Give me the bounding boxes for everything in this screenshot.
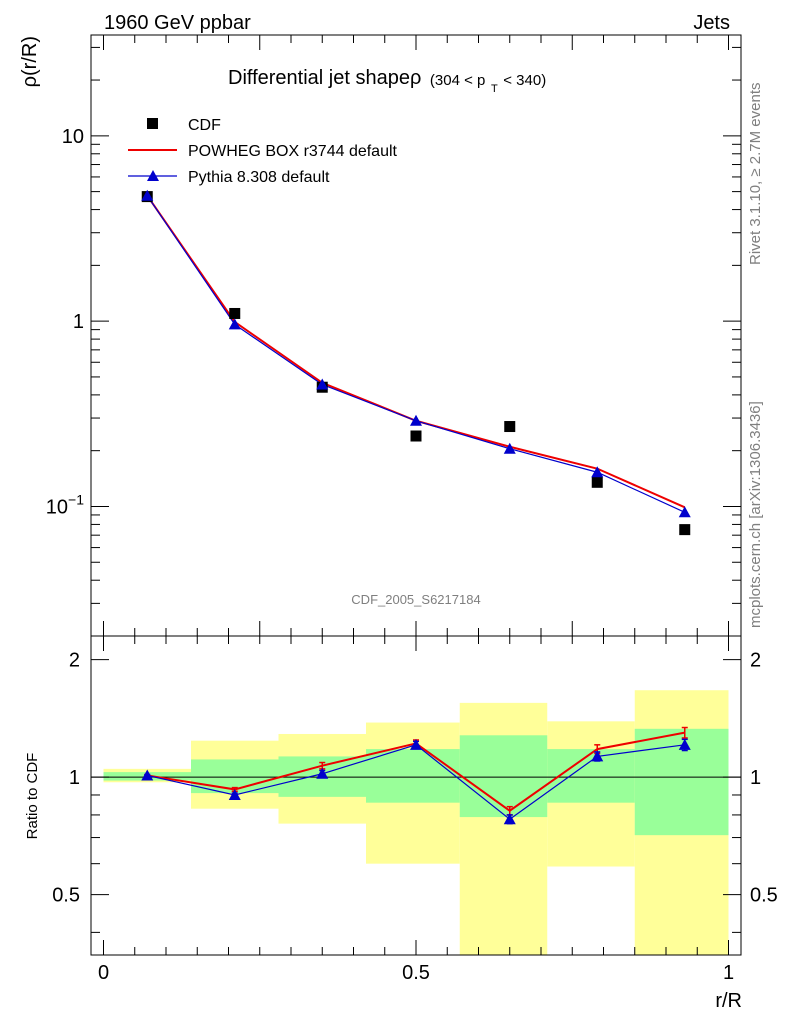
- ratio-x-tick-label: 1: [723, 962, 734, 984]
- data-point-triangle: [678, 506, 691, 518]
- ratio-point-triangle: [591, 750, 604, 762]
- main-y-axis-label: ρ(r/R): [19, 36, 41, 87]
- ratio-uncertainty-bands: [103, 690, 729, 955]
- header-right-label: Jets: [693, 12, 730, 34]
- data-point-triangle: [503, 442, 516, 454]
- ratio-axis-ticks: 2 2 1 1 0.5 0.5 0 0.5 1: [52, 636, 778, 984]
- ratio-plot-panel: 2 2 1 1 0.5 0.5 0 0.5 1 Ratio to CDF r/R: [24, 635, 778, 1012]
- inner-uncertainty-band: [366, 749, 460, 803]
- legend-marker-cdf: [147, 118, 158, 129]
- main-y-tick-label: 1: [73, 311, 84, 333]
- main-axis-ticks: 10 1 10−1: [46, 35, 741, 637]
- data-point-square: [229, 307, 241, 319]
- ratio-y-tick-label-left: 0.5: [52, 885, 80, 907]
- ratio-point-triangle: [228, 788, 241, 800]
- data-point-square: [591, 476, 603, 488]
- ratio-y-tick-label-right: 2: [750, 650, 761, 672]
- data-point-triangle: [410, 414, 422, 426]
- main-y-tick-label: 10: [62, 126, 84, 148]
- inner-uncertainty-band: [547, 749, 635, 803]
- legend-label-cdf: CDF: [188, 117, 221, 134]
- data-point-square: [410, 430, 422, 442]
- legend-marker-pythia: [147, 170, 159, 181]
- ratio-point-triangle: [410, 738, 422, 750]
- legend-label-powheg: POWHEG BOX r3744 default: [188, 143, 398, 160]
- main-series-layer: [141, 189, 691, 536]
- ratio-plot-frame: [90, 635, 742, 956]
- analysis-watermark: CDF_2005_S6217184: [351, 592, 480, 607]
- ratio-point-triangle: [316, 767, 329, 779]
- main-plot-panel: 10 1 10−1 ρ(r/R) Differential jet shapeρ (…: [19, 34, 742, 637]
- ratio-point-triangle: [141, 769, 154, 781]
- data-point-triangle: [591, 466, 604, 478]
- ratio-x-tick-label: 0: [98, 962, 109, 984]
- data-point-triangle: [141, 189, 154, 201]
- header-left-label: 1960 GeV ppbar: [104, 12, 251, 34]
- chart-title: Differential jet shapeρ (304 < p T < 340…: [228, 67, 546, 97]
- x-axis-label: r/R: [715, 990, 742, 1012]
- main-series-line: [146, 195, 685, 513]
- data-point-square: [504, 421, 516, 433]
- ratio-point-triangle: [503, 813, 516, 825]
- ratio-y-tick-label-left: 2: [69, 650, 80, 672]
- legend-label-pythia: Pythia 8.308 default: [188, 169, 330, 186]
- ratio-series-layer: [141, 726, 691, 825]
- ratio-y-axis-label: Ratio to CDF: [24, 753, 41, 840]
- data-point-triangle: [316, 378, 329, 390]
- data-point-triangle: [228, 318, 241, 330]
- data-point-square: [679, 524, 691, 536]
- ratio-point-triangle: [678, 738, 691, 750]
- rivet-version-text: Rivet 3.1.10, ≥ 2.7M events: [747, 83, 764, 266]
- inner-uncertainty-band: [459, 735, 548, 818]
- ratio-y-tick-label-right: 1: [750, 767, 761, 789]
- main-y-tick-label: 10−1: [46, 491, 84, 518]
- ratio-y-tick-label-left: 1: [69, 767, 80, 789]
- main-series-line: [146, 195, 686, 509]
- ratio-x-tick-label: 0.5: [402, 962, 430, 984]
- mcplots-reference-text: mcplots.cern.ch [arXiv:1306.3436]: [747, 401, 764, 628]
- ratio-y-tick-label-right: 0.5: [750, 885, 778, 907]
- legend: CDF POWHEG BOX r3744 default Pythia 8.30…: [128, 117, 398, 186]
